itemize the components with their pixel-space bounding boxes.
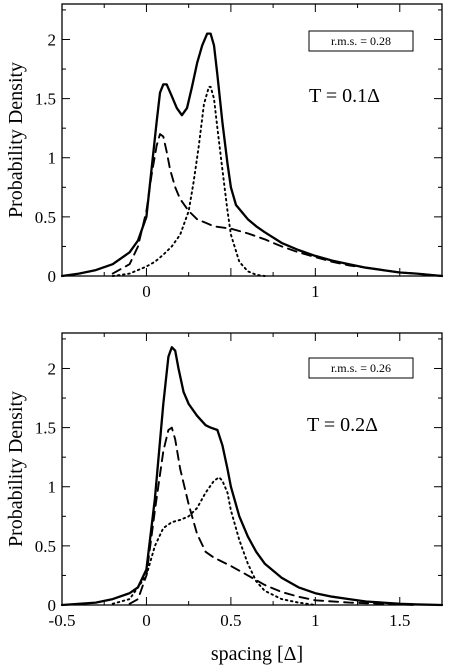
x-axis-title: spacing [Δ] <box>211 643 303 665</box>
series-curves <box>60 346 444 607</box>
x-tick-label: -0.5 <box>49 611 76 630</box>
plot-frame <box>61 332 443 606</box>
y-tick-label: 0.5 <box>35 537 56 556</box>
y-axis-title: Probability Density <box>5 62 27 218</box>
rms-label: r.m.s. = 0.28 <box>331 34 391 48</box>
rms-label: r.m.s. = 0.26 <box>331 361 391 375</box>
temperature-annotation: T = 0.2Δ <box>307 414 378 436</box>
y-tick-label: 0 <box>48 267 57 286</box>
tick-labels: -0.5 0 0.5 1 1.500.511.52 <box>35 359 411 630</box>
y-tick-label: 1 <box>48 149 57 168</box>
series-curves <box>60 32 444 278</box>
y-tick-label: 1.5 <box>35 90 56 109</box>
x-tick-label: 1 <box>311 282 320 301</box>
x-tick-label: 1 <box>311 611 320 630</box>
x-tick-label: 0.5 <box>220 611 241 630</box>
temperature-annotation: T = 0.1Δ <box>309 85 380 107</box>
y-tick-label: 1 <box>48 478 57 497</box>
tick-labels: 0 1 0 0.5 1 1.5 2 <box>35 30 320 301</box>
dashed-series-line <box>128 426 418 606</box>
y-tick-label: 2 <box>48 30 57 49</box>
y-tick-label: 0 <box>48 596 57 615</box>
dotted-series-line <box>111 85 266 277</box>
y-tick-label: 0.5 <box>35 208 56 227</box>
solid-series-line <box>60 32 444 278</box>
y-tick-label: 1.5 <box>35 419 56 438</box>
rms-box <box>308 30 414 52</box>
chart-panel-top: 0 1 0 0.5 1 1.5 2 Probability Density r.m.s. =… <box>5 3 444 301</box>
dashed-series-line <box>111 133 443 277</box>
dotted-series-line <box>111 476 317 606</box>
x-tick-label: 0 <box>142 611 151 630</box>
y-axis-title: Probability Density <box>5 391 27 547</box>
plot-frame <box>61 3 443 277</box>
rms-box <box>308 357 414 379</box>
y-tick-label: 2 <box>48 359 57 378</box>
x-tick-label: 0 <box>142 282 151 301</box>
solid-series-line <box>60 346 444 607</box>
chart-panel-bottom: -0.5 0 0.5 1 1.500.511.52 Probability Densit… <box>5 332 444 665</box>
x-tick-label: 1.5 <box>389 611 410 630</box>
